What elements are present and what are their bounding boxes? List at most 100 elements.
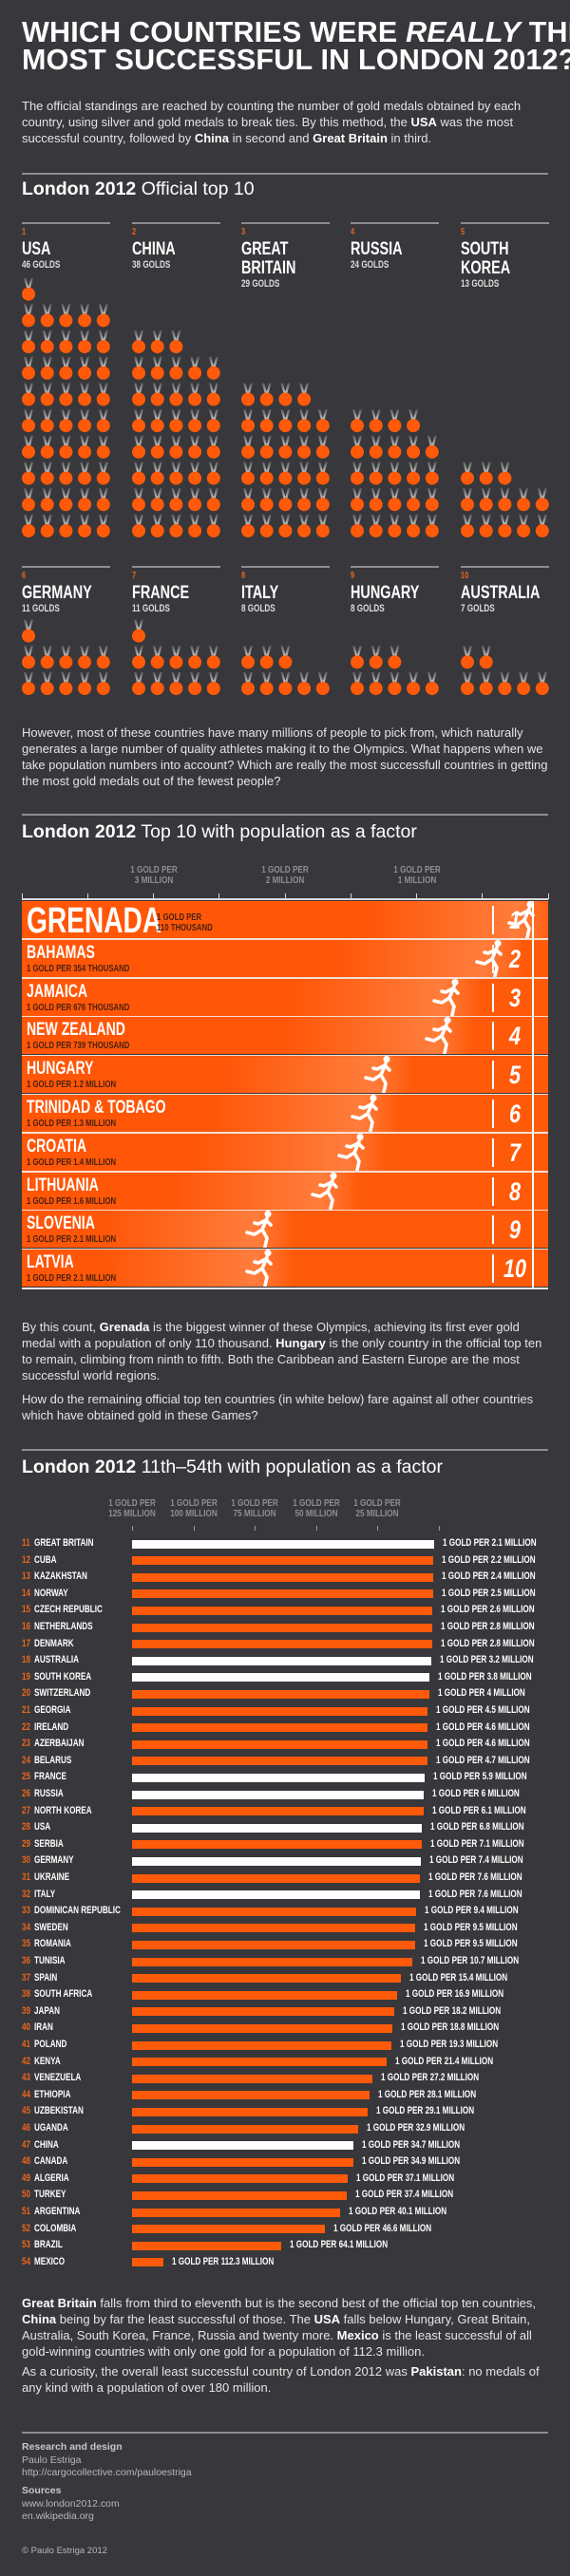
gold-medal-icon <box>132 488 145 512</box>
gold-medal-icon <box>241 515 255 537</box>
gold-medal-icon <box>78 304 92 328</box>
country-name: GREAT BRITAIN <box>34 1537 94 1549</box>
lane-marker <box>492 1061 494 1090</box>
lane-divider <box>22 1132 548 1134</box>
rank-number: 38 <box>22 1988 31 2001</box>
bar <box>132 1790 425 1799</box>
rank-number: 34 <box>22 1921 31 1933</box>
gold-medal-icon <box>96 646 110 669</box>
gold-medal-icon <box>132 619 145 643</box>
gold-medal-icon <box>132 646 145 669</box>
gold-rate: 1 GOLD PER 1.6 MILLION <box>27 1194 117 1207</box>
country-name: FRANCE <box>34 1771 66 1783</box>
gold-medal-icon <box>150 461 164 485</box>
lane-marker <box>492 1215 494 1245</box>
gold-rate: 1 GOLD PER 7.1 MILLION <box>429 1837 524 1850</box>
position-number: 2 <box>508 944 522 973</box>
gold-rate: 1 GOLD PER 19.3 MILLION <box>400 2039 499 2050</box>
column-divider <box>351 222 439 224</box>
country-name: TUNISIA <box>34 1955 66 1966</box>
gold-medal-icon <box>498 488 512 512</box>
paragraph-text: in third. <box>387 131 432 145</box>
axis-tick <box>153 893 154 899</box>
gold-rate: 1 GOLD PER 1.2 MILLION <box>27 1079 117 1091</box>
country-name: LITHUANIA <box>27 1175 99 1195</box>
rank-number: 21 <box>22 1704 31 1716</box>
paragraph-text: is the least successful of all gold-winn… <box>22 2328 532 2359</box>
bar <box>132 1556 434 1566</box>
gold-rate: 1 GOLD PER 676 THOUSAND <box>27 1001 130 1013</box>
gold-medal-icon <box>425 435 439 459</box>
country-name: ITALY <box>241 582 279 603</box>
paragraph-text: By this count, <box>22 1320 100 1334</box>
bar <box>132 2058 387 2067</box>
lane-divider <box>22 977 548 979</box>
rank-number: 35 <box>22 1938 31 1950</box>
country-name: NEW ZEALAND <box>27 1020 125 1041</box>
gold-medal-icon <box>351 488 364 512</box>
country-name: CZECH REPUBLIC <box>34 1604 103 1616</box>
source-link[interactable]: www.london2012.com <box>22 2498 120 2510</box>
gold-count: 8 GOLDS <box>241 603 276 614</box>
rank-number: 17 <box>22 1637 31 1649</box>
gold-medal-icon <box>169 672 183 695</box>
gold-medal-icon <box>59 488 73 512</box>
gold-medal-icon <box>369 488 383 512</box>
bar <box>132 1873 421 1883</box>
paragraph-text: : no medals of any kind with a populatio… <box>22 2364 540 2395</box>
bar <box>132 2007 394 2017</box>
gold-rate: 1 GOLD PER 2.2 MILLION <box>442 1553 536 1566</box>
gold-medal-icon <box>22 488 35 512</box>
rank-number: 29 <box>22 1837 31 1850</box>
gold-medal-icon <box>407 515 421 537</box>
emphasis-text: USA <box>410 115 437 129</box>
author-link[interactable]: http://cargocollective.com/pauloestriga <box>22 2467 192 2478</box>
bar <box>132 2208 341 2217</box>
gold-rate: 1 GOLD PER 6.8 MILLION <box>430 1821 525 1833</box>
country-name: GREAT <box>241 238 289 259</box>
country-name: USA <box>34 1821 51 1833</box>
source-link[interactable]: en.wikipedia.org <box>22 2510 94 2522</box>
gold-medal-icon <box>479 488 493 512</box>
gold-medal-icon <box>206 383 220 406</box>
rank-number: 39 <box>22 2004 31 2017</box>
gold-medal-icon <box>388 672 402 695</box>
country-name: IRELAND <box>34 1720 69 1733</box>
column-divider <box>461 222 549 224</box>
gold-medal-icon <box>259 488 274 512</box>
gold-medal-icon <box>315 409 330 433</box>
race-lane <box>22 1056 548 1094</box>
country-name: NORWAY <box>34 1587 68 1599</box>
gold-count: 11 GOLDS <box>22 603 60 614</box>
gold-rate: 1 GOLD PER 29.1 MILLION <box>375 2105 474 2117</box>
column-divider <box>132 566 220 568</box>
gold-medal-icon <box>369 435 383 459</box>
bar <box>132 1739 428 1749</box>
gold-rate: 1 GOLD PER 32.9 MILLION <box>366 2122 466 2134</box>
axis-tick <box>218 893 220 899</box>
gold-rate: 1 GOLD PER 1.4 MILLION <box>27 1156 117 1168</box>
axis-tick <box>86 893 88 899</box>
runner-icon <box>243 1210 276 1250</box>
country-name: GEORGIA <box>34 1704 71 1716</box>
rank-number: 5 <box>461 227 466 237</box>
gold-medal-icon <box>278 383 293 406</box>
country-name: POLAND <box>34 2039 67 2050</box>
gold-medal-icon <box>59 435 73 459</box>
gold-medal-icon <box>278 461 293 485</box>
country-name: IRAN <box>34 2021 53 2034</box>
bar <box>132 2040 392 2050</box>
gold-rate: 1 GOLD PER 34.7 MILLION <box>362 2138 461 2151</box>
gold-count: 7 GOLDS <box>461 603 495 614</box>
gold-medal-icon <box>407 461 421 485</box>
title-text: THE <box>528 16 570 48</box>
gold-medal-icon <box>479 646 493 669</box>
gold-medal-icon <box>315 515 330 537</box>
axis-tick <box>377 1526 379 1531</box>
gold-medal-icon <box>96 515 110 537</box>
gold-medal-icon <box>40 409 54 433</box>
bar <box>132 1723 428 1733</box>
gold-rate: 1 GOLD PER 3.8 MILLION <box>438 1670 532 1683</box>
country-name: CHINA <box>34 2138 59 2151</box>
country-name: COLOMBIA <box>34 2222 77 2234</box>
